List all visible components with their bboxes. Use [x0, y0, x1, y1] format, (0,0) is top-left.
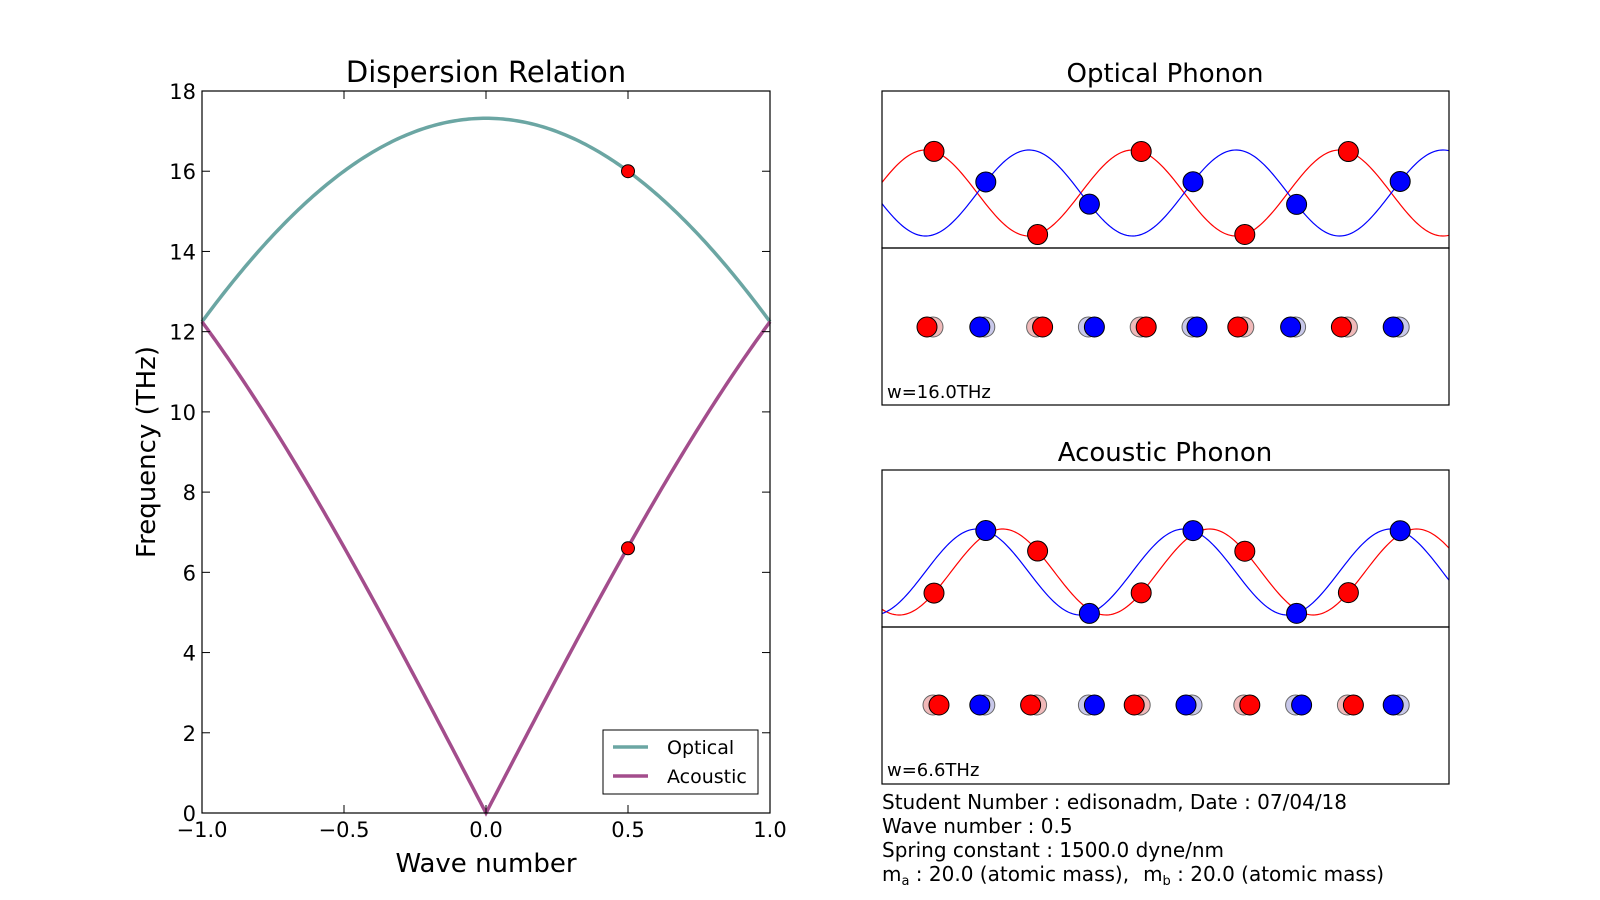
- atom-a: [1130, 582, 1152, 604]
- info-masses: ma : 20.0 (atomic mass), mb : 20.0 (atomi…: [882, 862, 1384, 889]
- atom-a: [923, 140, 945, 162]
- dispersion-chart: Dispersion Relation −1.0 −0.5 0.0 0.5 1.0 0 2…: [132, 55, 787, 879]
- x-tick-label: 1.0: [753, 818, 786, 842]
- y-tick-label: 18: [169, 80, 196, 104]
- ma-value: : 20.0 (atomic mass),: [909, 862, 1129, 886]
- legend-optical-label: Optical: [667, 737, 734, 759]
- y-tick-label: 2: [183, 722, 196, 746]
- displaced-atom-b: [1291, 694, 1313, 716]
- legend-acoustic-label: Acoustic: [667, 766, 747, 788]
- displaced-atom-a: [1020, 694, 1042, 716]
- y-axis-label: Frequency (THz): [132, 346, 162, 558]
- wave-b: [881, 149, 1450, 237]
- optical-atom-chain: [916, 316, 1410, 338]
- selected-point-acoustic: [621, 541, 635, 556]
- displaced-atom-b: [1382, 694, 1404, 716]
- atom-b: [1286, 602, 1308, 624]
- displaced-atom-a: [1342, 694, 1364, 716]
- info-wave-number: Wave number : 0.5: [882, 814, 1073, 838]
- displaced-atom-a: [928, 694, 950, 716]
- optical-frequency-note: w=16.0THz: [887, 382, 991, 403]
- atom-b: [1182, 171, 1204, 193]
- displaced-atom-b: [1083, 316, 1105, 338]
- atom-a: [1234, 223, 1256, 245]
- atom-b: [1182, 520, 1204, 542]
- displaced-atom-b: [1175, 694, 1197, 716]
- optical-title: Optical Phonon: [1066, 59, 1263, 89]
- ma-subscript: a: [901, 874, 909, 889]
- x-ticks: −1.0 −0.5 0.0 0.5 1.0: [177, 91, 787, 842]
- displaced-atom-b: [1382, 316, 1404, 338]
- wave-b: [881, 528, 1450, 616]
- wave-a: [881, 149, 1450, 237]
- info-block: Student Number : edisonadm, Date : 07/04…: [882, 790, 1384, 889]
- atom-a: [1027, 224, 1049, 246]
- mb-value: : 20.0 (atomic mass): [1171, 862, 1384, 886]
- displaced-atom-a: [1135, 316, 1157, 338]
- atom-b: [975, 171, 997, 193]
- y-ticks: 0 2 4 6 8 10 12 14 16 18: [169, 80, 770, 826]
- acoustic-frequency-note: w=6.6THz: [887, 760, 979, 781]
- acoustic-phonon-panel: Acoustic Phonon w=6.6THz: [881, 438, 1450, 785]
- y-tick-label: 0: [183, 802, 196, 826]
- dispersion-curves: [200, 116, 772, 817]
- acoustic-wave-plot: [881, 520, 1450, 624]
- ma-symbol: m: [882, 862, 901, 886]
- displaced-atom-a: [1227, 316, 1249, 338]
- atom-b: [1389, 170, 1411, 192]
- displaced-atom-a: [1123, 694, 1145, 716]
- x-axis-label: Wave number: [395, 849, 576, 879]
- atom-a: [1130, 140, 1152, 162]
- dispersion-title: Dispersion Relation: [346, 55, 626, 89]
- displaced-atom-a: [1239, 694, 1261, 716]
- x-tick-label: 0.5: [611, 818, 644, 842]
- acoustic-title: Acoustic Phonon: [1058, 438, 1272, 468]
- atom-b: [975, 520, 997, 542]
- atom-a: [923, 582, 945, 604]
- legend-frame: [602, 729, 759, 795]
- displaced-atom-a: [1032, 316, 1054, 338]
- displaced-atom-b: [1083, 694, 1105, 716]
- optical-phonon-panel: Optical Phonon w=16.0THz: [881, 59, 1450, 406]
- acoustic-wave-frame: [881, 469, 1450, 628]
- y-tick-label: 12: [169, 321, 196, 345]
- info-student-date: Student Number : edisonadm, Date : 07/04…: [882, 790, 1347, 814]
- mb-symbol: m: [1143, 862, 1162, 886]
- y-tick-label: 8: [183, 481, 196, 505]
- info-spring-constant: Spring constant : 1500.0 dyne/nm: [882, 838, 1224, 862]
- x-tick-label: 0.0: [469, 818, 502, 842]
- dispersion-markers: [621, 164, 635, 556]
- atom-a: [1027, 540, 1049, 562]
- displaced-atom-a: [1330, 316, 1352, 338]
- optical-curve: [200, 116, 772, 323]
- y-tick-label: 16: [169, 160, 196, 184]
- displaced-atom-b: [969, 316, 991, 338]
- acoustic-atom-chain: [922, 694, 1410, 716]
- mb-subscript: b: [1163, 874, 1171, 889]
- y-tick-label: 14: [169, 240, 196, 264]
- y-tick-label: 10: [169, 401, 196, 425]
- atom-b: [1078, 602, 1100, 624]
- atom-a: [1337, 582, 1359, 604]
- x-tick-label: −1.0: [177, 818, 228, 842]
- x-tick-label: −0.5: [319, 818, 370, 842]
- displaced-atom-b: [1280, 316, 1302, 338]
- atom-b: [1286, 193, 1308, 215]
- displaced-atom-a: [916, 316, 938, 338]
- atom-a: [1234, 540, 1256, 562]
- atom-b: [1389, 520, 1411, 542]
- atom-b: [1078, 193, 1100, 215]
- legend: Optical Acoustic: [602, 729, 759, 795]
- displaced-atom-b: [969, 694, 991, 716]
- acoustic-chain-frame: [881, 626, 1450, 785]
- optical-chain-frame: [881, 247, 1450, 406]
- y-tick-label: 4: [183, 642, 196, 666]
- selected-point-optical: [621, 164, 635, 179]
- atom-a: [1337, 141, 1359, 163]
- y-tick-label: 6: [183, 561, 196, 585]
- displaced-atom-b: [1186, 316, 1208, 338]
- optical-wave-plot: [881, 140, 1450, 246]
